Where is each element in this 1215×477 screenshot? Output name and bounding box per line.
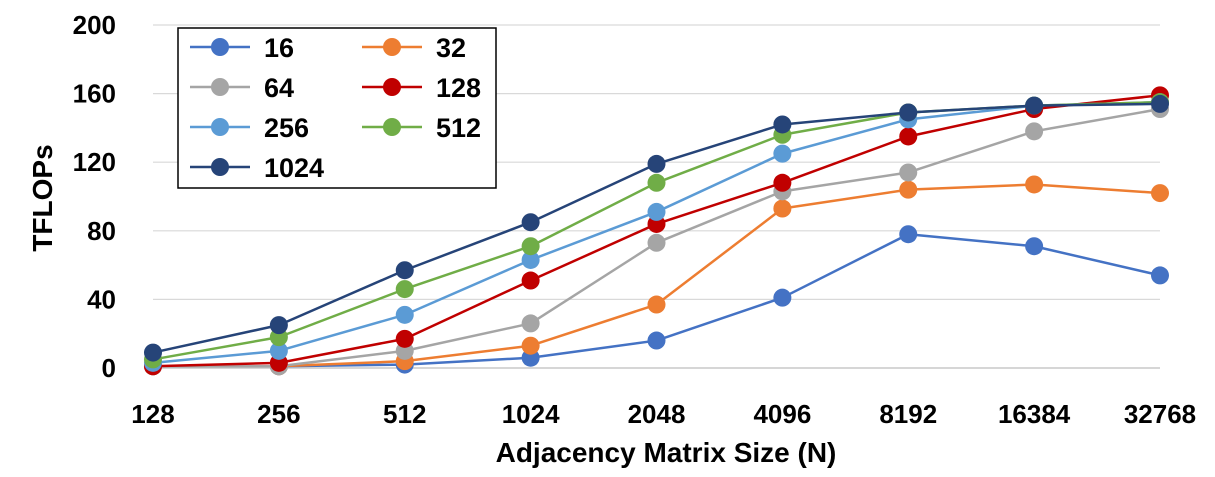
data-point [647,173,666,192]
legend-item: 256 [190,113,309,143]
data-point [647,154,666,173]
data-point [647,233,666,252]
legend-label: 256 [264,113,309,143]
legend-item: 64 [190,73,294,103]
data-point [521,271,540,290]
data-point [521,314,540,333]
x-tick-labels: 128 256 512 1024 2048 4096 8192 16384 32768 [131,399,1196,429]
data-point [1025,96,1044,115]
data-point [269,341,288,360]
data-point [899,103,918,122]
legend-marker [211,78,229,96]
legend-item: 16 [190,33,294,63]
legend-item: 32 [362,33,466,63]
y-tick-label: 0 [102,353,116,383]
data-point [395,280,414,299]
y-tick-label: 80 [87,216,116,246]
legend-item: 1024 [190,153,324,183]
series-128 [144,86,1169,376]
legend-marker [383,78,401,96]
legend-label: 16 [264,33,294,63]
legend-label: 1024 [264,153,324,183]
legend-label: 128 [436,73,481,103]
legend-item: 128 [362,73,481,103]
data-point [269,316,288,335]
y-axis-label: TFLOPs [27,144,58,251]
data-point [1151,266,1169,285]
data-point [899,127,918,146]
legend-marker [211,118,229,136]
legend-label: 32 [436,33,466,63]
data-point [521,250,540,269]
data-point [521,336,540,355]
data-point [1025,237,1044,256]
data-point [395,305,414,324]
series-layer [144,86,1169,376]
data-point [773,199,792,218]
x-axis-label: Adjacency Matrix Size (N) [496,437,837,468]
data-point [395,329,414,348]
data-point [899,225,918,244]
x-tick-label: 32768 [1124,399,1196,429]
x-tick-label: 256 [257,399,300,429]
x-tick-label: 512 [383,399,426,429]
legend-box [177,27,497,189]
y-tick-label: 160 [73,79,116,109]
legend: 16 32 64 128 256 512 1024 [177,27,497,189]
data-point [899,180,918,199]
x-tick-label: 2048 [628,399,686,429]
data-point [144,343,162,362]
y-tick-label: 120 [73,147,116,177]
data-point [1025,122,1044,141]
legend-label: 64 [264,73,294,103]
data-point [1151,94,1169,113]
y-tick-label: 200 [73,10,116,40]
legend-marker [383,118,401,136]
data-point [773,115,792,134]
data-point [773,144,792,163]
data-point [395,261,414,280]
x-tick-label: 8192 [879,399,937,429]
data-point [521,237,540,256]
legend-marker [383,38,401,56]
data-point [1025,175,1044,194]
data-point [773,288,792,307]
data-point [899,163,918,182]
data-point [647,295,666,314]
data-point [1151,184,1169,203]
data-point [773,173,792,192]
legend-item: 512 [362,113,481,143]
series-1024 [144,94,1169,362]
data-point [521,213,540,232]
legend-marker [211,158,229,176]
y-tick-label: 40 [87,284,116,314]
legend-label: 512 [436,113,481,143]
x-tick-label: 128 [131,399,174,429]
data-point [647,331,666,350]
legend-marker [211,38,229,56]
x-tick-label: 1024 [502,399,560,429]
x-tick-label: 4096 [753,399,811,429]
y-tick-labels: 0 40 80 120 160 200 [73,10,116,383]
x-tick-label: 16384 [998,399,1071,429]
data-point [647,202,666,221]
